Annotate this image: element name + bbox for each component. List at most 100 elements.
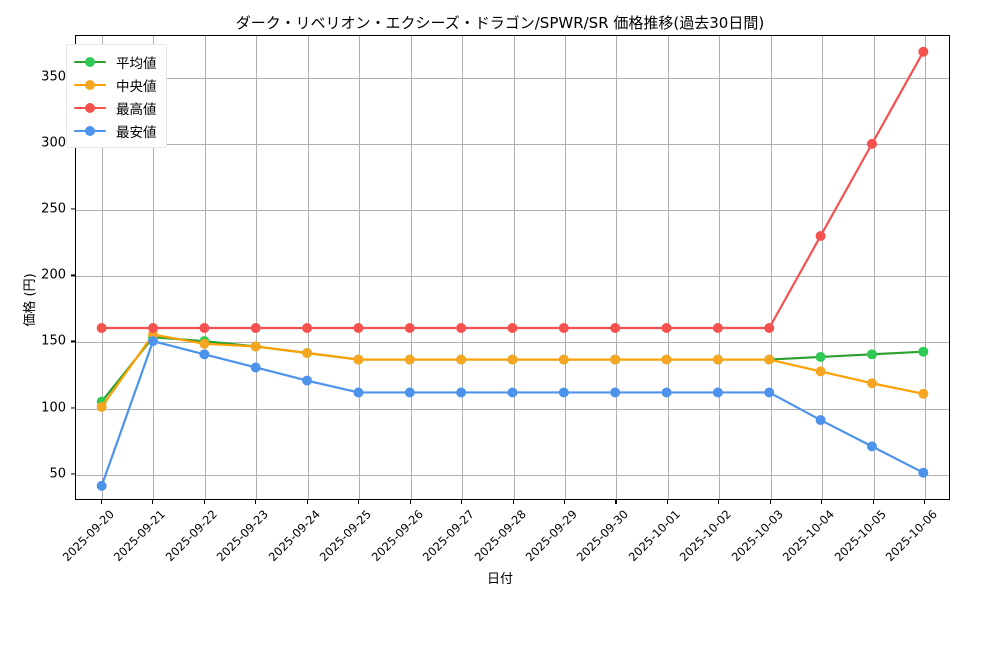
data-point (866, 378, 877, 389)
x-tick-mark (306, 500, 308, 504)
data-point (866, 138, 877, 149)
x-tick-mark (255, 500, 257, 504)
legend-item-2[interactable]: 中央値 (74, 73, 157, 96)
data-point (661, 323, 672, 333)
legend-marker-icon (74, 78, 106, 92)
data-point (250, 341, 261, 352)
data-point (764, 323, 775, 333)
y-tick-label: 300 (41, 135, 66, 151)
legend-item-3[interactable]: 最高値 (74, 96, 157, 119)
x-tick-mark (358, 500, 360, 504)
gridline-horizontal (76, 210, 949, 212)
y-tick-mark (71, 274, 75, 276)
price-history-chart-figure: ダーク・リベリオン・エクシーズ・ドラゴン/SPWR/SR 価格推移(過去30日間… (23, 14, 950, 587)
data-point (558, 387, 569, 398)
gridline-horizontal (76, 276, 949, 278)
data-point (302, 323, 313, 333)
series-line (100, 50, 925, 330)
gridline-vertical (925, 36, 927, 499)
series-2 (96, 329, 929, 412)
legend-item-4[interactable]: 最安値 (74, 119, 157, 142)
data-point (199, 323, 210, 333)
gridline-vertical (462, 36, 464, 499)
data-point (404, 387, 415, 398)
series-4 (96, 336, 929, 491)
data-point (815, 351, 826, 362)
data-point (507, 354, 518, 365)
data-point (815, 230, 826, 241)
data-point (507, 323, 518, 333)
data-point (148, 336, 159, 347)
legend-label: 最安値 (116, 124, 157, 141)
data-point (199, 338, 210, 349)
data-point (866, 441, 877, 452)
gridline-vertical (770, 36, 772, 499)
legend-label: 中央値 (116, 78, 157, 95)
data-point (148, 323, 159, 333)
y-tick-mark (71, 473, 75, 475)
data-point (712, 323, 723, 333)
gridline-vertical (153, 36, 155, 499)
data-point (764, 387, 775, 398)
data-point (918, 467, 929, 478)
legend-marker-icon (74, 55, 106, 69)
gridline-vertical (513, 36, 515, 499)
legend-item-1[interactable]: 平均値 (74, 50, 157, 73)
data-point (918, 46, 929, 57)
legend-label: 平均値 (116, 55, 157, 72)
x-tick-mark (872, 500, 874, 504)
data-point (558, 354, 569, 365)
data-point (610, 323, 621, 333)
data-point (815, 366, 826, 377)
data-point (250, 323, 261, 333)
data-point (712, 354, 723, 365)
data-point (456, 323, 467, 333)
y-tick-label: 250 (41, 201, 66, 217)
x-tick-mark (461, 500, 463, 504)
data-point (353, 354, 364, 365)
data-point (507, 387, 518, 398)
series-layer (96, 46, 929, 491)
x-tick-mark (924, 500, 926, 504)
data-point (353, 323, 364, 333)
x-tick-mark (203, 500, 205, 504)
y-tick-label: 100 (41, 400, 66, 416)
x-tick-mark (821, 500, 823, 504)
x-axis-label: 日付 (486, 572, 513, 587)
x-tick-mark (769, 500, 771, 504)
gridline-vertical (101, 36, 103, 499)
y-tick-label: 350 (41, 69, 66, 85)
data-point (661, 387, 672, 398)
gridline-horizontal (76, 342, 949, 344)
y-tick-mark (71, 340, 75, 343)
gridline-vertical (359, 36, 361, 499)
y-tick-mark (71, 406, 75, 409)
plot-area (75, 35, 950, 500)
x-tick-mark (100, 500, 102, 504)
x-tick-mark (152, 500, 154, 504)
x-tick-mark (512, 500, 514, 504)
data-point (815, 415, 826, 426)
data-point (866, 349, 877, 360)
gridline-vertical (873, 36, 875, 499)
gridline-vertical (564, 36, 566, 499)
data-point (302, 375, 313, 386)
data-point (456, 354, 467, 365)
data-point (199, 349, 210, 360)
gridline-horizontal (76, 78, 949, 80)
gridline-vertical (204, 36, 206, 499)
data-point (96, 480, 107, 491)
gridline-vertical (616, 36, 618, 499)
x-tick-mark (409, 500, 411, 504)
gridline-horizontal (76, 144, 949, 146)
y-tick-label: 150 (41, 333, 66, 349)
data-point (302, 348, 313, 358)
x-tick-mark (563, 500, 566, 504)
data-point (610, 387, 621, 398)
data-point (918, 346, 929, 357)
data-point (250, 362, 261, 373)
data-point (96, 401, 107, 412)
series-3 (96, 46, 929, 333)
data-point (610, 354, 621, 365)
gridline-vertical (307, 36, 309, 499)
